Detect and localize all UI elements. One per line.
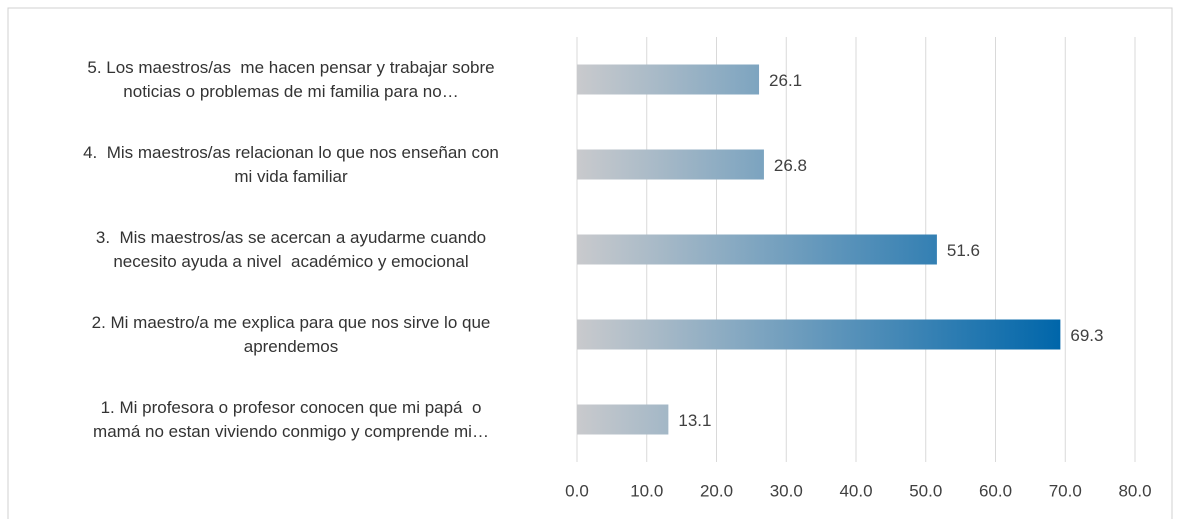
value-label: 51.6 <box>947 241 980 260</box>
value-label: 13.1 <box>678 411 711 430</box>
category-label: 1. Mi profesora o profesor conocen que m… <box>93 397 489 441</box>
bar <box>577 149 764 180</box>
category-label: 5. Los maestros/as me hacen pensar y tra… <box>87 57 495 101</box>
x-tick-label: 80.0 <box>1118 481 1151 500</box>
value-label: 26.8 <box>774 156 807 175</box>
x-tick-label: 10.0 <box>630 481 663 500</box>
x-tick-label: 50.0 <box>909 481 942 500</box>
x-tick-label: 20.0 <box>700 481 733 500</box>
category-label: 4. Mis maestros/as relacionan lo que nos… <box>83 142 499 186</box>
x-tick-label: 70.0 <box>1049 481 1082 500</box>
bar <box>577 319 1061 350</box>
bar <box>577 64 760 95</box>
frame-border <box>7 7 1173 519</box>
category-label: 3. Mis maestros/as se acercan a ayudarme… <box>95 227 487 271</box>
value-label: 26.1 <box>769 71 802 90</box>
bar <box>577 234 937 265</box>
x-tick-label: 0.0 <box>565 481 589 500</box>
category-label: 2. Mi maestro/a me explica para que nos … <box>91 312 491 356</box>
x-tick-label: 40.0 <box>839 481 872 500</box>
x-tick-label: 60.0 <box>979 481 1012 500</box>
value-label: 69.3 <box>1070 326 1103 345</box>
x-tick-label: 30.0 <box>770 481 803 500</box>
bar <box>577 404 669 435</box>
